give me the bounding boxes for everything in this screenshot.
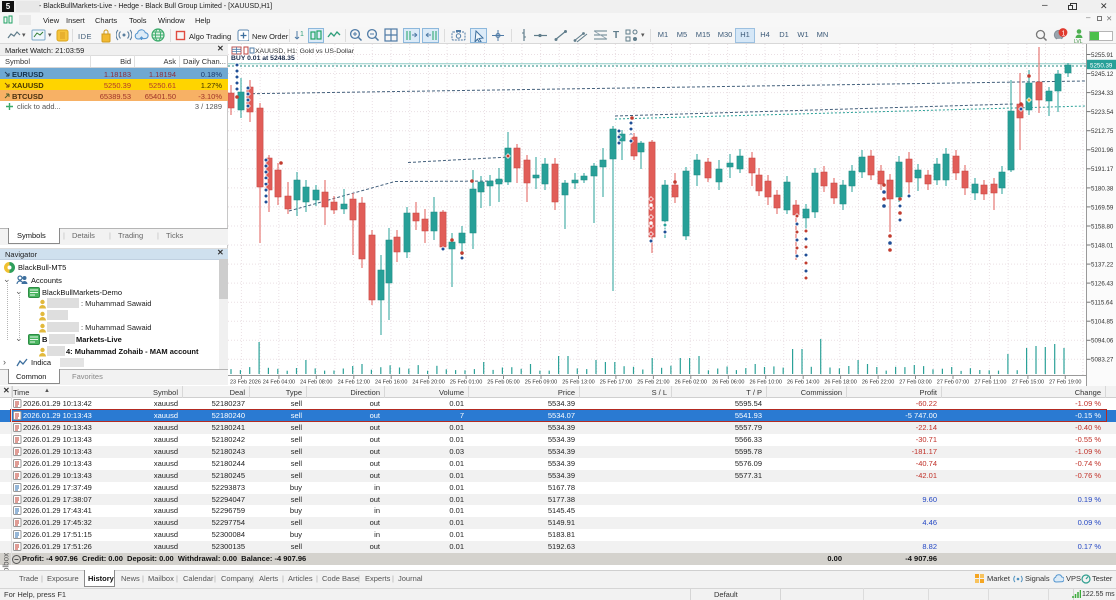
svg-text:24 Feb 12:00: 24 Feb 12:00 — [338, 380, 370, 386]
svg-text:24 Feb 16:00: 24 Feb 16:00 — [375, 380, 407, 386]
svg-text:1: 1 — [300, 31, 304, 38]
svg-text:5083.27: 5083.27 — [1091, 357, 1114, 364]
svg-text:27 Feb 07:00: 27 Feb 07:00 — [937, 380, 969, 386]
svg-text:25 Feb 01:00: 25 Feb 01:00 — [450, 380, 482, 386]
svg-text:5094.06: 5094.06 — [1091, 338, 1114, 345]
svg-text:5180.38: 5180.38 — [1091, 185, 1114, 192]
svg-text:5212.75: 5212.75 — [1091, 128, 1114, 135]
svg-text:1: 1 — [1062, 31, 1066, 38]
svg-text:27 Feb 11:00: 27 Feb 11:00 — [974, 380, 1006, 386]
svg-text:26 Feb 02:00: 26 Feb 02:00 — [675, 380, 707, 386]
svg-text:25 Feb 09:00: 25 Feb 09:00 — [525, 380, 557, 386]
svg-text:26 Feb 06:00: 26 Feb 06:00 — [712, 380, 744, 386]
svg-text:5158.80: 5158.80 — [1091, 223, 1114, 230]
svg-text:5234.33: 5234.33 — [1091, 90, 1114, 97]
svg-text:25 Feb 05:00: 25 Feb 05:00 — [487, 380, 519, 386]
svg-text:5104.85: 5104.85 — [1091, 319, 1114, 326]
svg-text:5245.12: 5245.12 — [1091, 71, 1114, 78]
svg-text:24 Feb 20:00: 24 Feb 20:00 — [412, 380, 444, 386]
svg-text:25 Feb 17:00: 25 Feb 17:00 — [600, 380, 632, 386]
svg-text:23 Feb 2026: 23 Feb 2026 — [230, 380, 261, 386]
svg-text:25 Feb 21:00: 25 Feb 21:00 — [637, 380, 669, 386]
svg-text:5115.64: 5115.64 — [1091, 300, 1113, 307]
svg-text:5169.59: 5169.59 — [1091, 204, 1114, 211]
svg-text:5250.39: 5250.39 — [1090, 62, 1113, 69]
svg-text:26 Feb 22:00: 26 Feb 22:00 — [862, 380, 894, 386]
svg-text:5126.43: 5126.43 — [1091, 281, 1114, 288]
svg-text:27 Feb 03:00: 27 Feb 03:00 — [899, 380, 931, 386]
svg-text:LVL: LVL — [1074, 39, 1083, 44]
svg-text:5137.22: 5137.22 — [1091, 262, 1114, 269]
svg-text:XAUUSD, H1: Gold vs US-Dollar: XAUUSD, H1: Gold vs US-Dollar — [255, 48, 355, 55]
svg-text:5223.54: 5223.54 — [1091, 109, 1114, 116]
svg-text:24 Feb 08:00: 24 Feb 08:00 — [300, 380, 332, 386]
svg-text:27 Feb 15:00: 27 Feb 15:00 — [1012, 380, 1044, 386]
svg-text:5201.96: 5201.96 — [1091, 147, 1114, 154]
svg-text:5255.91: 5255.91 — [1091, 52, 1114, 59]
svg-text:26 Feb 14:00: 26 Feb 14:00 — [787, 380, 819, 386]
svg-text:27 Feb 19:00: 27 Feb 19:00 — [1049, 380, 1081, 386]
svg-text:26 Feb 18:00: 26 Feb 18:00 — [824, 380, 856, 386]
svg-text:5148.01: 5148.01 — [1091, 242, 1114, 249]
svg-text:26 Feb 10:00: 26 Feb 10:00 — [749, 380, 781, 386]
svg-text:24 Feb 04:00: 24 Feb 04:00 — [263, 380, 295, 386]
svg-text:BUY 0.01 at 5248.35: BUY 0.01 at 5248.35 — [231, 55, 295, 62]
svg-text:5191.17: 5191.17 — [1091, 166, 1114, 173]
svg-text:25 Feb 13:00: 25 Feb 13:00 — [562, 380, 594, 386]
